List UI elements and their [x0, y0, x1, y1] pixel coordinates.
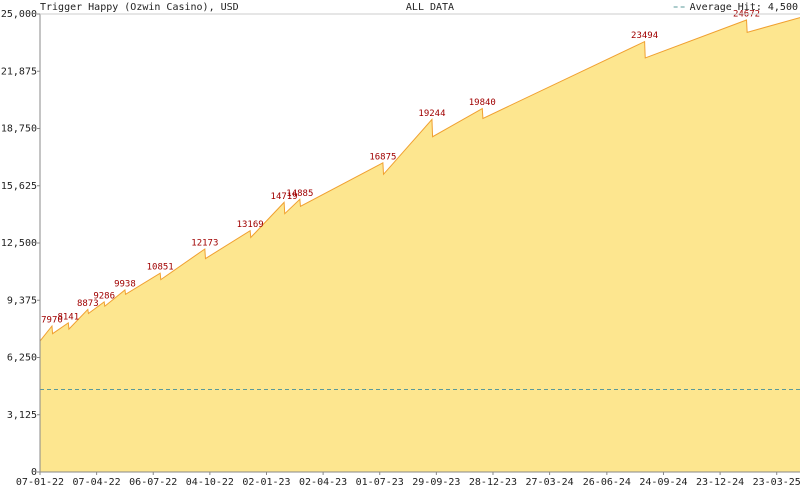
value-label: 13169: [237, 220, 264, 230]
area-fill: [40, 17, 800, 472]
x-tick-label: 23-03-25: [753, 477, 800, 488]
value-label: 14885: [286, 189, 313, 199]
y-tick-label: 9,375: [7, 295, 37, 306]
y-tick-label: 15,625: [1, 181, 37, 192]
value-label: 24672: [733, 10, 760, 20]
chart-subtitle: ALL DATA: [406, 2, 454, 13]
value-label: 16875: [369, 152, 396, 162]
y-tick-label: 0: [31, 467, 37, 478]
x-tick-label: 02-01-23: [242, 477, 290, 488]
x-tick-label: 23-12-24: [696, 477, 744, 488]
area-line: [39, 17, 800, 342]
value-label: 23494: [631, 31, 658, 41]
y-tick-label: 3,125: [7, 410, 37, 421]
x-tick-label: 07-01-22: [16, 477, 64, 488]
value-label: 10851: [147, 263, 174, 273]
y-tick-label: 21,875: [1, 66, 37, 77]
legend-label: Average Hit: 4,500: [690, 2, 798, 13]
value-label: 8873: [77, 299, 99, 309]
value-label: 7970: [41, 315, 63, 325]
value-label: 9286: [93, 291, 115, 301]
x-tick-label: 24-09-24: [639, 477, 687, 488]
y-tick-label: 6,250: [7, 353, 37, 364]
chart-title: Trigger Happy (Ozwin Casino), USD: [40, 2, 239, 13]
x-tick-label: 02-04-23: [299, 477, 347, 488]
y-tick-label: 18,750: [1, 124, 37, 135]
value-label: 14719: [271, 192, 298, 202]
x-tick-label: 26-06-24: [583, 477, 631, 488]
value-label: 8141: [57, 312, 79, 322]
value-label: 19840: [469, 98, 496, 108]
x-tick-label: 27-03-24: [526, 477, 574, 488]
x-tick-label: 06-07-22: [129, 477, 177, 488]
x-tick-label: 28-12-23: [469, 477, 517, 488]
y-tick-label: 12,500: [1, 238, 37, 249]
x-tick-label: 29-09-23: [412, 477, 460, 488]
x-tick-label: 07-04-22: [73, 477, 121, 488]
y-tick-label: 25,000: [1, 9, 37, 20]
value-label: 19244: [418, 109, 445, 119]
value-label: 9938: [114, 279, 136, 289]
x-tick-label: 04-10-22: [186, 477, 234, 488]
x-tick-label: 01-07-23: [356, 477, 404, 488]
value-label: 12173: [191, 238, 218, 248]
